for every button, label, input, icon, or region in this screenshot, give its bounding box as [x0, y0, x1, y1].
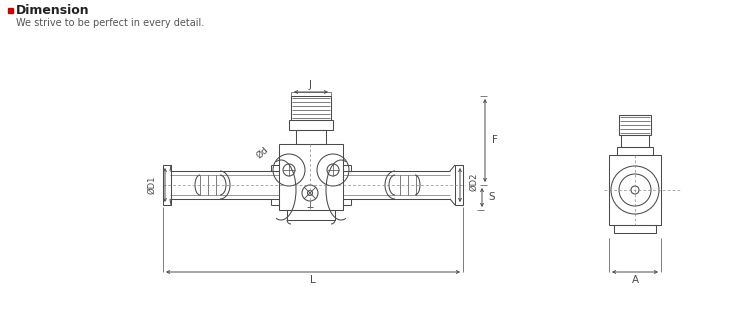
Text: Dimension: Dimension	[16, 4, 90, 17]
Text: S: S	[489, 192, 495, 202]
Bar	[296, 130, 326, 144]
Text: J: J	[308, 80, 311, 90]
Text: ØD2: ØD2	[470, 173, 478, 191]
Text: F: F	[492, 135, 498, 145]
Bar	[291, 96, 331, 120]
Bar	[163, 165, 171, 205]
Bar	[279, 144, 343, 210]
Bar	[617, 147, 653, 155]
Bar	[619, 115, 651, 135]
Text: ØD1: ØD1	[148, 176, 157, 194]
Bar	[455, 165, 463, 205]
Bar	[614, 225, 656, 233]
Text: A: A	[632, 275, 638, 285]
Text: We strive to be perfect in every detail.: We strive to be perfect in every detail.	[16, 18, 204, 28]
Bar	[287, 210, 335, 220]
Text: L: L	[310, 275, 316, 285]
Bar	[289, 120, 333, 130]
Bar	[8, 8, 13, 13]
Bar	[609, 155, 661, 225]
Text: Ød: Ød	[255, 145, 271, 161]
Bar	[621, 135, 649, 147]
